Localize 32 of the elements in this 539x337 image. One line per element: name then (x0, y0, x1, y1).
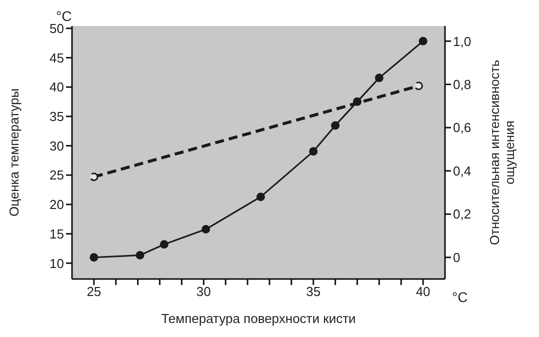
point (309, 147, 318, 156)
point (90, 253, 98, 262)
x-tick-label: 35 (306, 284, 321, 300)
point (160, 240, 168, 249)
y2-tick-label: 0,4 (453, 163, 472, 178)
text: °C (452, 289, 468, 305)
y-tick-label: 25 (50, 168, 64, 183)
x-axis-title: Температура поверхности кисти (161, 311, 356, 326)
y2-tick-label: 0,8 (453, 77, 472, 92)
point (202, 225, 210, 234)
y-tick-label: 40 (50, 80, 64, 95)
point (352, 97, 362, 106)
y-axis-title: Оценка температуры (6, 88, 22, 217)
y-tick-label: 45 (50, 50, 64, 66)
y-tick-label: 10 (50, 256, 64, 271)
x-tick-label: 25 (86, 284, 102, 300)
y-tick-label: 35 (50, 109, 64, 124)
y-tick-label: 30 (50, 138, 64, 154)
y2-tick-label: 0,2 (453, 206, 472, 222)
x-tick-label: 40 (416, 284, 430, 300)
point (256, 192, 265, 202)
y2-tick-label: 0,6 (453, 120, 472, 136)
y-tick-label: 20 (50, 197, 64, 212)
y2-tick-label: 0 (453, 250, 460, 265)
y2-axis-title: Относительная интенсивность ощущения (487, 60, 517, 246)
point (374, 74, 384, 82)
point (136, 250, 144, 260)
y2-tick-label: 1,0 (453, 34, 472, 49)
y-tick-label: 15 (50, 226, 64, 242)
x-tick-label: 30 (196, 284, 211, 300)
point (418, 36, 428, 46)
point (331, 121, 340, 130)
